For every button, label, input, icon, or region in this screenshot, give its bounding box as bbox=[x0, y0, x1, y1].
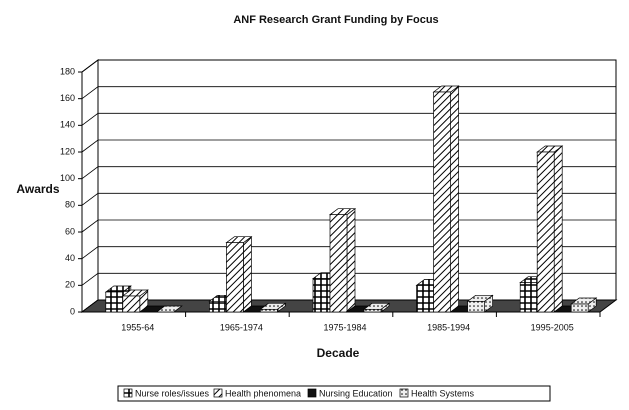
bar bbox=[260, 308, 278, 313]
bar bbox=[209, 300, 227, 313]
bar bbox=[226, 242, 244, 313]
bar bbox=[570, 303, 589, 313]
bar bbox=[312, 278, 331, 313]
y-tick-label: 140 bbox=[60, 120, 75, 130]
bar bbox=[363, 308, 382, 313]
bar bbox=[329, 214, 348, 313]
bar-side bbox=[450, 85, 459, 313]
bar bbox=[105, 291, 124, 313]
bar bbox=[467, 300, 485, 313]
y-tick-label: 180 bbox=[60, 66, 75, 76]
bar-top bbox=[155, 305, 183, 313]
bar bbox=[433, 91, 451, 313]
grid-line bbox=[81, 59, 616, 73]
bar-side bbox=[553, 145, 563, 313]
y-tick-label: 160 bbox=[60, 93, 75, 103]
y-tick-label: 60 bbox=[65, 226, 75, 236]
bar bbox=[122, 295, 141, 313]
bar bbox=[416, 284, 434, 313]
y-axis-title: Awards bbox=[16, 182, 59, 196]
bar bbox=[536, 151, 555, 313]
x-tick-label: 1965-1974 bbox=[220, 322, 263, 332]
side-wall bbox=[81, 59, 99, 313]
x-tick-label: 1985-1994 bbox=[427, 322, 470, 332]
legend-label: Health Systems bbox=[411, 388, 475, 398]
y-tick-label: 80 bbox=[65, 200, 75, 210]
legend-label: Nurse roles/issues bbox=[135, 388, 210, 398]
bar-side bbox=[346, 207, 356, 313]
bar bbox=[519, 282, 538, 313]
y-tick-label: 40 bbox=[65, 253, 75, 263]
legend-label: Nursing Education bbox=[319, 388, 393, 398]
x-tick-label: 1955-64 bbox=[121, 322, 154, 332]
y-tick-label: 0 bbox=[70, 306, 75, 316]
legend-swatch bbox=[399, 388, 409, 398]
legend-swatch bbox=[307, 388, 317, 398]
x-tick-label: 1975-1984 bbox=[323, 322, 366, 332]
y-tick-label: 20 bbox=[65, 280, 75, 290]
x-tick-label: 1995-2005 bbox=[531, 322, 574, 332]
y-tick-label: 100 bbox=[60, 173, 75, 183]
chart-title: ANF Research Grant Funding by Focus bbox=[233, 14, 438, 26]
legend-box bbox=[117, 385, 551, 402]
y-tick-label: 120 bbox=[60, 146, 75, 156]
bar-side bbox=[243, 235, 252, 313]
legend-label: Health phenomena bbox=[225, 388, 301, 398]
legend-swatch bbox=[213, 388, 223, 398]
legend-swatch bbox=[123, 388, 133, 398]
x-axis-title: Decade bbox=[317, 346, 360, 360]
